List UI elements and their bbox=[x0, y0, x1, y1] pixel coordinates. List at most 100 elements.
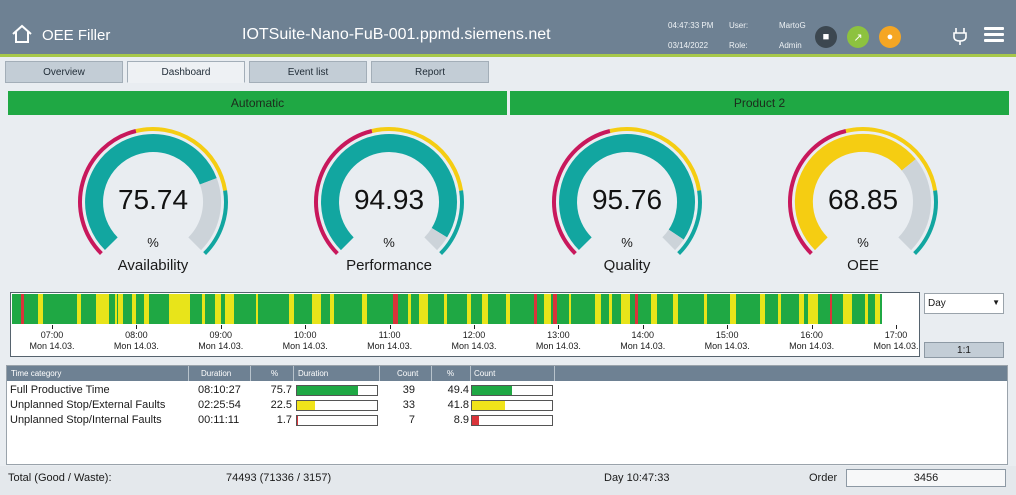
tab-event-list[interactable]: Event list bbox=[249, 61, 367, 83]
timeline-segment-external[interactable] bbox=[621, 294, 630, 324]
gauge-remainder-arc bbox=[424, 227, 448, 251]
timeline-segment-external[interactable] bbox=[144, 294, 149, 324]
timeline-segment-external[interactable] bbox=[703, 294, 708, 324]
timeline-segment-external[interactable] bbox=[288, 294, 294, 324]
timeline-segment-internal[interactable] bbox=[20, 294, 25, 324]
timeline-segment-external[interactable] bbox=[506, 294, 510, 324]
tab-dashboard[interactable]: Dashboard bbox=[127, 61, 245, 83]
timeline-segment-external[interactable] bbox=[729, 294, 736, 324]
timeline-segment-external[interactable] bbox=[312, 294, 321, 324]
zoom-reset-button[interactable]: 1:1 bbox=[924, 342, 1004, 358]
timeline-segment-external[interactable] bbox=[419, 294, 428, 324]
timeline-segment-external[interactable] bbox=[808, 294, 819, 324]
count-bar bbox=[471, 385, 553, 396]
timeline-segment-internal[interactable] bbox=[534, 294, 538, 324]
timeline-segment-external[interactable] bbox=[225, 294, 234, 324]
timeline-segment-external[interactable] bbox=[673, 294, 678, 324]
duration-bar-fill bbox=[297, 386, 358, 395]
plug-icon[interactable] bbox=[951, 26, 969, 46]
range-select[interactable]: Day ▼ bbox=[924, 293, 1004, 314]
count-bar-fill bbox=[472, 401, 506, 410]
timeline-segment-external[interactable] bbox=[407, 294, 412, 324]
timeline-segment-external[interactable] bbox=[214, 294, 221, 324]
row-duration-pct: 22.5 bbox=[270, 399, 292, 411]
tab-overview[interactable]: Overview bbox=[5, 61, 123, 83]
timeline-segment-external[interactable] bbox=[544, 294, 552, 324]
tick-date: Mon 14.03. bbox=[704, 341, 750, 351]
col-duration-pct: % bbox=[271, 369, 279, 378]
timeline-segment-internal[interactable] bbox=[553, 294, 558, 324]
clock-time: 04:47:33 PM bbox=[668, 21, 714, 30]
timeline-segment-external[interactable] bbox=[864, 294, 869, 324]
alarm-button[interactable]: ● bbox=[879, 26, 901, 48]
gauge-label: Availability bbox=[117, 257, 189, 274]
timeline-tick-label: 13:00 Mon 14.03. bbox=[528, 330, 588, 352]
gauge-availability-dial bbox=[78, 127, 228, 256]
col-count: Count bbox=[397, 369, 419, 378]
duration-bar bbox=[296, 400, 378, 411]
gauge-value: 75.74 bbox=[117, 184, 189, 215]
cube-button[interactable]: ■ bbox=[815, 26, 837, 48]
tab-report[interactable]: Report bbox=[371, 61, 489, 83]
count-bar-fill bbox=[472, 416, 480, 425]
order-field[interactable]: 3456 bbox=[846, 469, 1006, 487]
role-value: Admin bbox=[779, 41, 802, 50]
duration-bar bbox=[296, 415, 378, 426]
tick-date: Mon 14.03. bbox=[873, 341, 919, 351]
timeline-segment-external[interactable] bbox=[168, 294, 191, 324]
table-row[interactable]: Full Productive Time 08:10:27 75.7 39 49.4 bbox=[7, 383, 1007, 398]
timeline-segment-external[interactable] bbox=[38, 294, 44, 324]
timeline-segment-external[interactable] bbox=[481, 294, 488, 324]
timeline-segment-external[interactable] bbox=[114, 294, 118, 324]
gauge-scale-bad bbox=[788, 129, 847, 256]
timeline-segment-internal[interactable] bbox=[393, 294, 399, 324]
timeline-segment-external[interactable] bbox=[255, 294, 259, 324]
gauge-value-arc bbox=[321, 133, 458, 251]
tick-time: 12:00 bbox=[462, 330, 486, 340]
timeline-tick bbox=[811, 325, 813, 329]
tick-date: Mon 14.03. bbox=[535, 341, 581, 351]
role-label: Role: bbox=[729, 41, 748, 50]
gauge-value: 68.85 bbox=[827, 184, 899, 215]
timeline-tick bbox=[558, 325, 560, 329]
timeline-segment-external[interactable] bbox=[608, 294, 613, 324]
row-count: 39 bbox=[402, 384, 415, 396]
timeline-segment-internal[interactable] bbox=[634, 294, 639, 324]
timeline-chart[interactable]: 07:00 Mon 14.03. 08:00 Mon 14.03. 09:00 Mon 1… bbox=[10, 292, 920, 357]
timeline-segment-external[interactable] bbox=[842, 294, 852, 324]
connection-button[interactable]: ↗ bbox=[847, 26, 869, 48]
timeline-segment-external[interactable] bbox=[799, 294, 804, 324]
timeline-segment-external[interactable] bbox=[444, 294, 447, 324]
timeline-tick bbox=[896, 325, 897, 329]
timeline-segment-external[interactable] bbox=[568, 294, 572, 324]
timeline-segment-external[interactable] bbox=[594, 294, 601, 324]
tick-date: Mon 14.03. bbox=[198, 341, 244, 351]
gauge-remainder-arc bbox=[188, 178, 221, 251]
timeline-segment-external[interactable] bbox=[330, 294, 334, 324]
tick-date: Mon 14.03. bbox=[282, 341, 328, 351]
gauge-value-arc bbox=[559, 134, 695, 251]
timeline-segment-internal[interactable] bbox=[829, 294, 833, 324]
count-bar bbox=[471, 415, 553, 426]
timeline-segment-external[interactable] bbox=[777, 294, 782, 324]
timeline-segment-external[interactable] bbox=[361, 294, 367, 324]
tick-time: 11:00 bbox=[378, 330, 401, 340]
timeline-segment-external[interactable] bbox=[118, 294, 124, 324]
timeline-segment-external[interactable] bbox=[875, 294, 881, 324]
home-icon[interactable] bbox=[11, 24, 33, 44]
timeline-segment-external[interactable] bbox=[201, 294, 206, 324]
hamburger-menu-icon[interactable] bbox=[984, 27, 1004, 43]
table-row[interactable]: Unplanned Stop/External Faults 02:25:54 22… bbox=[7, 398, 1007, 413]
row-duration: 00:11:11 bbox=[198, 414, 240, 426]
timeline-segment-external[interactable] bbox=[132, 294, 137, 324]
user-label: User: bbox=[729, 21, 749, 30]
table-row[interactable]: Unplanned Stop/Internal Faults 00:11:11 1.… bbox=[7, 413, 1007, 428]
timeline-segment-external[interactable] bbox=[651, 294, 657, 324]
timeline-segment-external[interactable] bbox=[760, 294, 765, 324]
timeline-segment-external[interactable] bbox=[77, 294, 81, 324]
timeline-segment-external[interactable] bbox=[467, 294, 472, 324]
footer-bar: Total (Good / Waste): 74493 (71336 / 315… bbox=[0, 466, 1016, 495]
timeline-segment-external[interactable] bbox=[95, 294, 110, 324]
gauge-scale-good bbox=[677, 190, 702, 256]
gauge-scale-good bbox=[203, 190, 228, 256]
